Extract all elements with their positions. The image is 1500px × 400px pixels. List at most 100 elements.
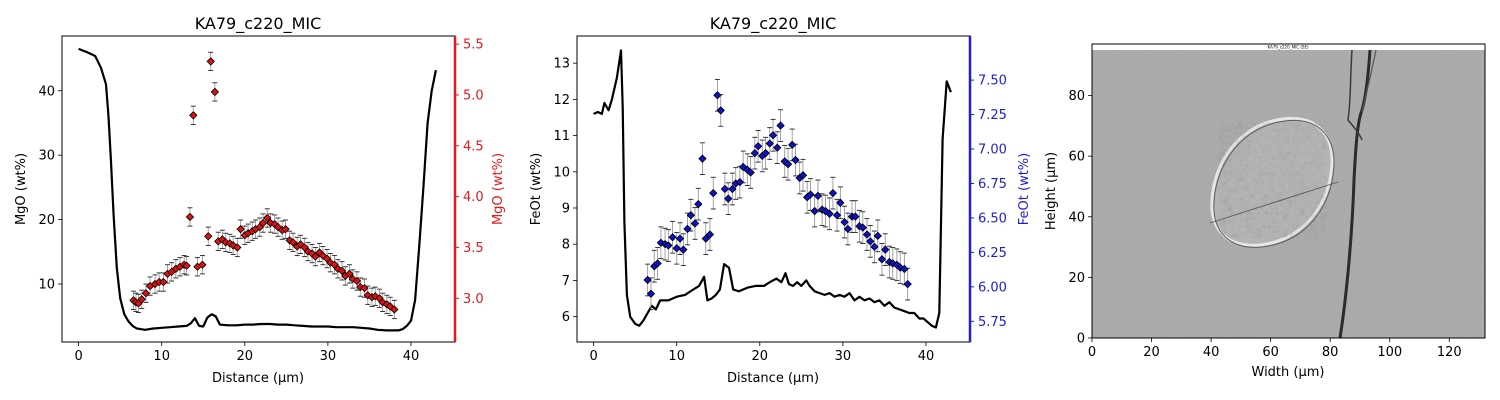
data-point	[210, 87, 220, 97]
data-point	[746, 168, 755, 177]
data-point	[198, 260, 207, 269]
crack-main	[1338, 49, 1372, 338]
y-tick-label: 6	[562, 310, 570, 325]
data-point	[713, 91, 722, 100]
data-point	[182, 261, 191, 270]
data-point	[828, 188, 838, 198]
data-point	[333, 264, 343, 273]
data-point	[840, 217, 849, 227]
y-tick-label: 11	[553, 129, 570, 144]
data-point	[724, 194, 733, 203]
data-point	[360, 283, 369, 293]
data-point	[866, 237, 875, 246]
y-tick-label: 13	[553, 57, 570, 72]
sem-caption: KA79_c220_MIC (SE)	[1267, 45, 1309, 50]
data-point	[858, 223, 867, 232]
data-point	[810, 206, 819, 216]
data-point	[694, 199, 703, 209]
data-point	[705, 230, 715, 239]
data-point	[881, 245, 890, 254]
y2-tick-label: 7.50	[978, 74, 1007, 89]
x-tick-label: 20	[752, 349, 769, 364]
panel3-xlabel: Width (µm)	[1252, 365, 1325, 380]
panel3-ylabel: Height (µm)	[1044, 152, 1059, 230]
x-tick-label: 60	[1262, 345, 1279, 360]
data-point	[843, 224, 853, 234]
y2-tick-label: 6.00	[978, 280, 1007, 295]
panel2-frame	[576, 35, 971, 343]
y2-tick-label: 3.5	[463, 241, 484, 256]
y-tick-label: 0	[1077, 332, 1085, 347]
panel2-ylabel-left: FeOt (wt%)	[529, 153, 544, 225]
data-point	[813, 191, 823, 201]
data-point	[832, 211, 842, 220]
data-point	[311, 252, 320, 261]
data-point	[668, 233, 677, 242]
data-point	[337, 266, 347, 276]
data-point	[720, 184, 730, 194]
data-point	[776, 121, 785, 130]
data-point	[690, 219, 700, 228]
crack-secondary	[1347, 49, 1363, 141]
feot-profile-panel: KA79_c220_MIC 0 10 20 30 40 6 7 8 9 10 11 12 13 5.7…	[529, 14, 1032, 386]
x-tick-label: 0	[1088, 345, 1096, 360]
data-point	[750, 148, 759, 158]
y-tick-label: 60	[1068, 150, 1085, 165]
data-point	[709, 188, 718, 198]
data-point	[862, 230, 872, 239]
data-point	[664, 241, 673, 250]
panel3-frame	[1091, 43, 1486, 339]
data-point	[825, 209, 834, 218]
y-tick-label: 10	[38, 278, 55, 293]
data-point	[806, 190, 815, 199]
panel2-ylabel-right: FeOt (wt%)	[1017, 153, 1032, 225]
data-point	[686, 211, 695, 220]
y2-tick-label: 3.0	[463, 292, 484, 307]
data-point	[390, 305, 399, 314]
data-point	[263, 213, 272, 223]
x-tick-label: 0	[589, 349, 597, 364]
data-point	[896, 263, 905, 272]
p2-profile-line	[593, 49, 952, 329]
data-point	[873, 231, 882, 241]
data-point	[900, 264, 909, 274]
data-point	[903, 279, 912, 289]
data-point	[679, 245, 688, 254]
data-point	[141, 289, 151, 298]
data-point	[698, 154, 707, 163]
data-point	[378, 298, 387, 307]
x-tick-label: 0	[74, 349, 82, 364]
x-tick-label: 100	[1377, 345, 1402, 360]
y-tick-label: 20	[1068, 271, 1085, 286]
data-point	[233, 243, 242, 252]
y-tick-label: 10	[553, 165, 570, 180]
data-point	[137, 295, 146, 304]
data-point	[258, 218, 268, 228]
y2-tick-label: 5.75	[978, 315, 1007, 330]
sem-caption-strip	[1092, 44, 1485, 50]
data-point	[753, 142, 763, 151]
panel1-ylabel-left: MgO (wt%)	[14, 153, 29, 225]
x-tick-label: 40	[1203, 345, 1220, 360]
data-point	[206, 57, 215, 66]
sem-image	[1092, 44, 1485, 338]
data-point	[185, 212, 195, 222]
profile-trace-line	[1209, 181, 1339, 224]
data-point	[768, 131, 778, 140]
data-point	[159, 277, 168, 287]
y-tick-label: 9	[562, 202, 570, 217]
data-point	[773, 143, 782, 152]
data-point	[281, 224, 290, 234]
data-point	[683, 224, 692, 234]
data-point	[783, 160, 793, 169]
data-point	[345, 269, 354, 279]
data-point	[728, 184, 737, 194]
y-tick-label: 40	[1068, 210, 1085, 225]
data-point	[646, 289, 656, 298]
data-point	[643, 275, 652, 285]
data-point	[352, 276, 362, 286]
data-point	[303, 247, 313, 256]
y2-tick-label: 6.50	[978, 211, 1007, 226]
panel1-ylabel-right: MgO (wt%)	[491, 153, 506, 225]
data-point	[675, 234, 685, 243]
